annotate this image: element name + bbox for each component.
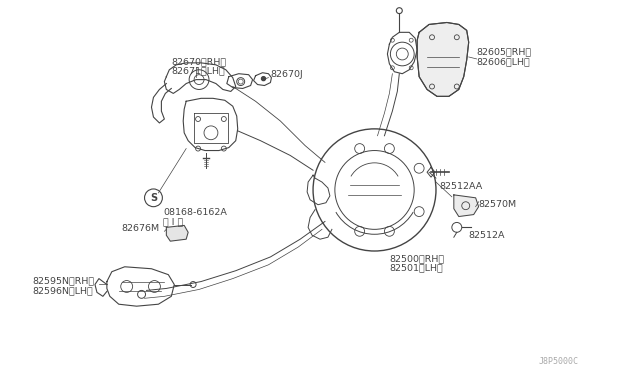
Text: 82596N〈LH〉: 82596N〈LH〉 bbox=[33, 286, 93, 295]
Text: 82670J: 82670J bbox=[271, 70, 303, 79]
Text: 82595N〈RH〉: 82595N〈RH〉 bbox=[33, 277, 95, 286]
Polygon shape bbox=[417, 22, 468, 96]
Text: S: S bbox=[150, 193, 157, 203]
Text: 08168-6162A: 08168-6162A bbox=[163, 208, 227, 217]
Text: 82605〈RH〉: 82605〈RH〉 bbox=[477, 47, 532, 56]
Polygon shape bbox=[166, 225, 188, 241]
Text: 82501〈LH〉: 82501〈LH〉 bbox=[389, 264, 443, 273]
Text: 82676M: 82676M bbox=[122, 224, 160, 233]
Polygon shape bbox=[454, 195, 479, 217]
Text: 82670〈RH〉: 82670〈RH〉 bbox=[172, 57, 227, 66]
Text: 82500〈RH〉: 82500〈RH〉 bbox=[389, 254, 445, 263]
Text: 82512AA: 82512AA bbox=[439, 182, 482, 191]
Text: 82671〈LH〉: 82671〈LH〉 bbox=[172, 67, 225, 76]
Text: （ I ）: （ I ） bbox=[163, 218, 184, 227]
Text: 82606〈LH〉: 82606〈LH〉 bbox=[477, 57, 531, 66]
Text: 82512A: 82512A bbox=[468, 231, 505, 240]
Circle shape bbox=[262, 77, 266, 81]
Text: 82570M: 82570M bbox=[479, 200, 516, 209]
Text: J8P5000C: J8P5000C bbox=[538, 357, 578, 366]
